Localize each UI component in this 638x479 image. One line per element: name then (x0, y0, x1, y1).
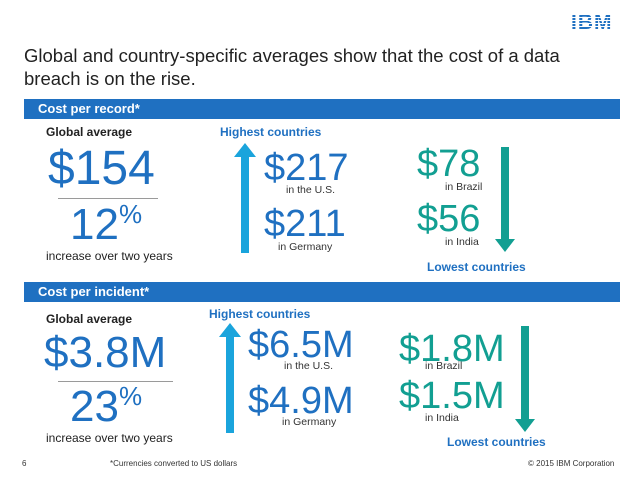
incident-increase: 23% (70, 382, 142, 431)
incident-global-value: $3.8M (44, 328, 167, 377)
record-increase-value: 12 (70, 200, 119, 249)
record-increase-text: increase over two years (46, 249, 173, 263)
cost-per-record-header: Cost per record* (24, 99, 620, 119)
record-divider (58, 198, 158, 199)
incident-lowest-label: Lowest countries (447, 435, 546, 449)
record-increase-unit: % (118, 199, 143, 229)
incident-lowest-2-value: $1.5M (399, 375, 505, 417)
incident-down-arrow-icon (515, 326, 535, 432)
record-highest-2-country: in Germany (278, 241, 333, 253)
record-highest-label: Highest countries (220, 125, 322, 139)
record-global-value: $154 (48, 142, 155, 195)
cost-per-incident-header: Cost per incident* (24, 282, 620, 302)
incident-highest-1-value: $6.5M (248, 324, 354, 366)
page-number: 6 (22, 459, 27, 468)
incident-highest-label: Highest countries (209, 307, 311, 321)
incident-lowest-2-country: in India (425, 412, 459, 424)
record-lowest-label: Lowest countries (427, 260, 526, 274)
record-highest-1-country: in the U.S. (286, 184, 336, 196)
record-highest-1-value: $217 (264, 147, 349, 189)
record-lowest-2-value: $56 (417, 198, 481, 240)
incident-increase-text: increase over two years (46, 431, 173, 445)
incident-global-label: Global average (46, 312, 133, 326)
incident-highest-2-country: in Germany (282, 416, 337, 428)
copyright: © 2015 IBM Corporation (528, 459, 615, 468)
slide-title: Global and country-specific averages sho… (24, 45, 560, 89)
incident-lowest-1-value: $1.8M (399, 328, 505, 370)
incident-increase-value: 23 (70, 382, 119, 431)
record-increase: 12% (70, 200, 142, 249)
incident-increase-unit: % (118, 381, 143, 411)
incident-highest-2-value: $4.9M (248, 380, 354, 422)
record-down-arrow-icon (495, 147, 515, 252)
incident-divider (58, 381, 173, 382)
record-lowest-1-value: $78 (417, 143, 481, 185)
record-lowest-2-country: in India (445, 236, 479, 248)
record-global-label: Global average (46, 125, 133, 139)
ibm-logo: IBM (571, 12, 617, 34)
incident-lowest-1-country: in Brazil (425, 360, 463, 372)
record-lowest-1-country: in Brazil (445, 181, 483, 193)
incident-up-arrow-icon (219, 323, 241, 433)
record-up-arrow-icon (234, 143, 256, 253)
footnote: *Currencies converted to US dollars (110, 459, 238, 468)
incident-highest-1-country: in the U.S. (284, 360, 334, 372)
record-highest-2-value: $211 (264, 203, 346, 245)
